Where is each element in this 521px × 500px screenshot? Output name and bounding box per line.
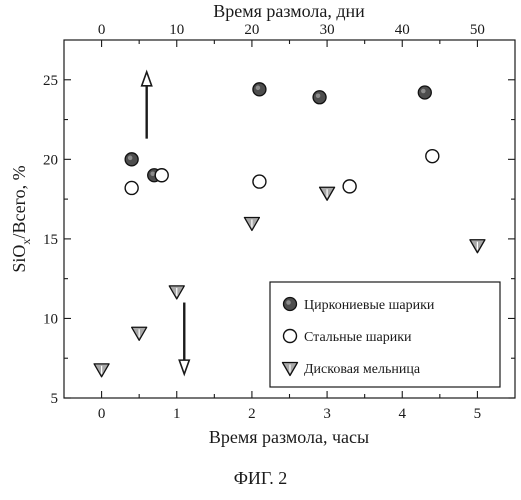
legend-label: Циркониевые шарики <box>304 298 435 313</box>
data-point <box>470 240 485 253</box>
data-point <box>426 150 439 163</box>
arrow-head <box>179 360 189 374</box>
data-point <box>418 86 431 99</box>
data-point-highlight <box>256 86 261 91</box>
data-point-highlight <box>128 156 133 161</box>
x-bottom-tick-label: 2 <box>248 406 256 422</box>
data-point <box>155 169 168 182</box>
annotation-layer <box>142 72 190 374</box>
arrow-down-annotation <box>179 303 189 375</box>
legend-marker-highlight <box>286 300 291 305</box>
x-bottom-tick-label: 1 <box>173 406 181 422</box>
legend-marker <box>284 330 297 343</box>
x-bottom-tick-label: 0 <box>98 406 106 422</box>
y-tick-label: 10 <box>43 311 58 327</box>
x-bottom-tick-label: 4 <box>399 406 407 422</box>
x-bottom-tick-label: 5 <box>474 406 482 422</box>
y-axis-title: SiOx/Всего, % <box>9 165 33 272</box>
x-axis-bottom-title: Время размола, часы <box>209 427 369 447</box>
y-tick-label: 20 <box>43 152 58 168</box>
y-axis-title-base: SiO <box>9 245 29 273</box>
x-top-tick-label: 0 <box>98 22 106 38</box>
x-top-tick-label: 50 <box>470 22 485 38</box>
data-point-highlight <box>421 89 426 94</box>
arrow-up-annotation <box>142 72 152 139</box>
legend: Циркониевые шарики Стальные шарики Дискова… <box>270 282 500 387</box>
x-top-tick-label: 30 <box>320 22 335 38</box>
data-point-highlight <box>150 171 155 176</box>
data-point <box>253 83 266 96</box>
x-top-tick-label: 20 <box>244 22 259 38</box>
y-tick-label: 25 <box>43 73 58 89</box>
data-point <box>169 286 184 299</box>
data-point <box>94 364 109 377</box>
data-point <box>132 327 147 340</box>
x-top-tick-label: 10 <box>169 22 184 38</box>
data-point <box>343 180 356 193</box>
figure-caption: ФИГ. 2 <box>0 468 521 489</box>
arrow-head <box>142 72 152 86</box>
legend-label: Стальные шарики <box>304 330 412 345</box>
legend-marker <box>284 298 297 311</box>
x-top-tick-label: 40 <box>395 22 410 38</box>
x-bottom-tick-label: 3 <box>323 406 331 422</box>
data-point-highlight <box>316 94 321 99</box>
data-point <box>125 153 138 166</box>
data-point <box>320 187 335 200</box>
data-point <box>253 175 266 188</box>
y-axis-title-rest: /Всего, % <box>9 165 29 238</box>
x-axis-top-title: Время размола, дни <box>213 1 365 21</box>
y-tick-label: 5 <box>51 391 59 407</box>
data-point <box>125 181 138 194</box>
data-point <box>244 217 259 230</box>
data-point <box>313 91 326 104</box>
y-tick-label: 15 <box>43 232 58 248</box>
legend-label: Дисковая мельница <box>304 362 421 377</box>
